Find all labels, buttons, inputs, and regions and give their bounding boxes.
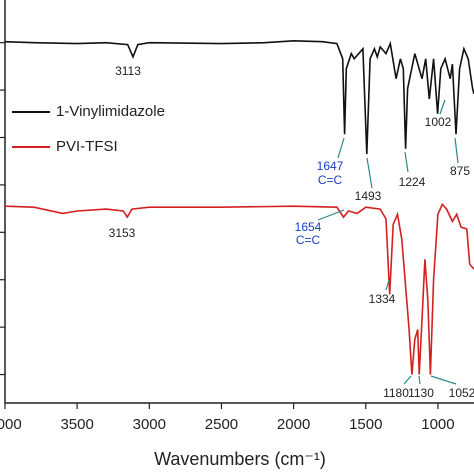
annotation: 1654	[295, 220, 322, 234]
annotation-leader	[430, 375, 457, 385]
annotation: 3153	[109, 226, 136, 240]
annotation: C=C	[296, 233, 321, 247]
annotation-leader	[385, 279, 390, 291]
spectrum-line	[4, 202, 474, 375]
annotation: 1052	[449, 386, 474, 400]
annotation-leader	[404, 151, 409, 173]
annotation-leader	[317, 209, 345, 221]
annotation: 1647	[317, 159, 344, 173]
legend-label: 1-Vinylimidazole	[56, 103, 165, 120]
annotation: C=C	[318, 173, 343, 187]
x-tick-label: 1000	[421, 416, 454, 433]
annotation-leader	[418, 375, 421, 385]
annotation: 1180	[383, 386, 409, 400]
annotation: 1224	[399, 175, 426, 189]
annotation-leader	[439, 99, 446, 115]
x-tick-label: 3500	[60, 416, 93, 433]
x-tick-label: 3000	[133, 416, 166, 433]
x-tick-label: 1500	[349, 416, 382, 433]
spectrum-line	[4, 39, 474, 155]
annotation: 875	[450, 164, 470, 178]
annotation-leader	[403, 375, 412, 385]
annotation: 1493	[355, 189, 382, 203]
annotation: 1334	[369, 292, 396, 306]
x-axis-label: Wavenumbers (cm⁻¹)	[154, 449, 326, 469]
annotation-leader	[366, 157, 373, 189]
annotation: 1130	[408, 386, 434, 400]
annotation: 1002	[425, 115, 452, 129]
x-tick-label: 2000	[277, 416, 310, 433]
annotation-leader	[454, 137, 459, 164]
annotation-leader	[337, 137, 345, 159]
annotation: 3113	[115, 64, 141, 78]
x-tick-label: 4000	[0, 416, 22, 433]
legend-label: PVI-TFSI	[56, 138, 118, 155]
x-tick-label: 2500	[205, 416, 238, 433]
